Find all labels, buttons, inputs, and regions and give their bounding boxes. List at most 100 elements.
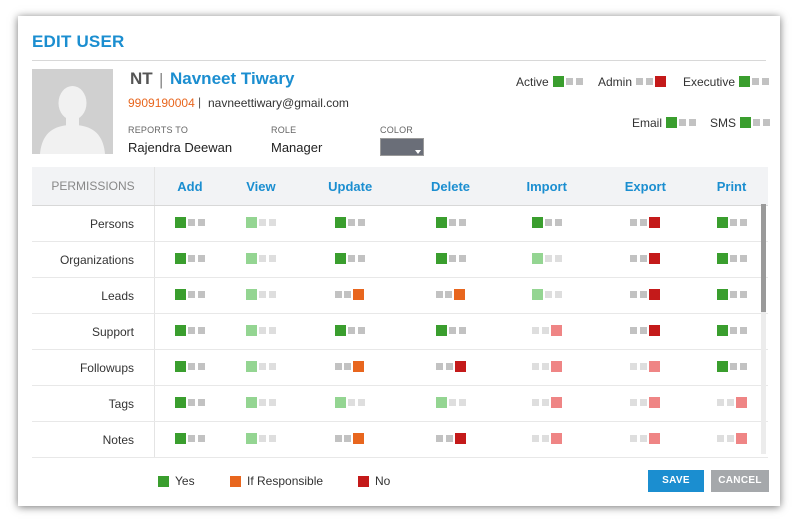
legend-no: No xyxy=(358,474,390,488)
permission-toggle-import[interactable] xyxy=(531,289,562,301)
permission-toggle-view[interactable] xyxy=(245,361,276,373)
permission-toggle-update[interactable] xyxy=(335,397,366,409)
permission-row-label: Leads xyxy=(32,277,155,314)
permission-toggle-update[interactable] xyxy=(335,289,365,301)
cancel-button[interactable]: CANCEL xyxy=(711,470,769,492)
permission-toggle-view[interactable] xyxy=(245,397,276,409)
permission-toggle-view[interactable] xyxy=(245,433,276,445)
legend-yes-swatch xyxy=(158,475,169,487)
permission-toggle-update[interactable] xyxy=(335,217,366,229)
permission-toggle-update[interactable] xyxy=(335,325,366,337)
edit-user-dialog: EDIT USER NT | Navneet Tiwary 9909190004… xyxy=(18,16,780,506)
permission-toggle-view[interactable] xyxy=(245,325,276,337)
permission-toggle-delete[interactable] xyxy=(435,397,466,409)
permission-row-label: Organizations xyxy=(32,241,155,278)
flag-active-label: Active xyxy=(516,75,549,89)
permission-cell xyxy=(154,277,225,314)
permission-cell xyxy=(497,277,596,314)
flag-executive: Executive xyxy=(683,75,770,89)
permission-toggle-delete[interactable] xyxy=(435,289,466,301)
permission-toggle-add[interactable] xyxy=(174,325,205,337)
column-header: Print xyxy=(695,167,768,206)
permission-toggle-import[interactable] xyxy=(531,253,562,265)
permission-toggle-print[interactable] xyxy=(716,433,747,445)
permission-toggle-import[interactable] xyxy=(531,397,562,409)
user-avatar[interactable] xyxy=(32,69,113,154)
permission-toggle-print[interactable] xyxy=(716,361,747,373)
permission-cell xyxy=(297,349,404,386)
permission-toggle-view[interactable] xyxy=(245,253,276,265)
reports-to-value[interactable]: Rajendra Deewan xyxy=(128,140,233,155)
table-scrollbar[interactable] xyxy=(761,204,766,454)
save-button[interactable]: SAVE xyxy=(648,470,704,492)
permission-toggle-view[interactable] xyxy=(245,217,276,229)
permission-toggle-update[interactable] xyxy=(335,433,365,445)
table-row: Notes xyxy=(32,421,768,458)
permission-toggle-import[interactable] xyxy=(531,433,562,445)
user-email[interactable]: navneettiwary@gmail.com xyxy=(208,96,349,110)
permission-toggle-export[interactable] xyxy=(630,325,661,337)
permission-cell xyxy=(297,241,404,278)
permission-toggle-view[interactable] xyxy=(245,289,276,301)
permission-toggle-export[interactable] xyxy=(630,289,661,301)
permission-row-label: Followups xyxy=(32,349,155,386)
permission-cell xyxy=(403,205,498,242)
permission-toggle-print[interactable] xyxy=(716,325,747,337)
permission-toggle-delete[interactable] xyxy=(435,253,466,265)
flag-email-label: Email xyxy=(632,116,663,130)
permission-toggle-delete[interactable] xyxy=(435,217,466,229)
executive-toggle[interactable] xyxy=(739,76,770,87)
permission-cell xyxy=(497,421,596,458)
permission-cell xyxy=(595,385,696,422)
permission-cell xyxy=(497,205,596,242)
permission-toggle-export[interactable] xyxy=(630,217,661,229)
permission-toggle-add[interactable] xyxy=(174,217,205,229)
sms-toggle[interactable] xyxy=(740,117,771,128)
column-header: Update xyxy=(297,167,404,206)
permission-cell xyxy=(154,313,225,350)
permission-toggle-add[interactable] xyxy=(174,397,205,409)
active-toggle[interactable] xyxy=(552,76,583,87)
permission-toggle-delete[interactable] xyxy=(435,433,466,445)
permission-toggle-print[interactable] xyxy=(716,397,747,409)
permission-toggle-update[interactable] xyxy=(335,253,366,265)
dialog-title: EDIT USER xyxy=(32,32,125,51)
permission-toggle-export[interactable] xyxy=(630,397,661,409)
legend-resp-swatch xyxy=(230,475,241,487)
scrollbar-thumb[interactable] xyxy=(761,204,766,312)
user-phone[interactable]: 9909190004 xyxy=(128,96,195,110)
permission-toggle-import[interactable] xyxy=(531,217,562,229)
table-row: Persons xyxy=(32,205,768,242)
permission-cell xyxy=(154,421,225,458)
admin-toggle[interactable] xyxy=(636,76,667,87)
permission-toggle-add[interactable] xyxy=(174,253,205,265)
user-full-name[interactable]: Navneet Tiwary xyxy=(170,69,295,88)
permission-toggle-print[interactable] xyxy=(716,217,747,229)
permission-cell xyxy=(403,421,498,458)
permission-toggle-delete[interactable] xyxy=(435,361,466,373)
permission-cell xyxy=(403,313,498,350)
permission-cell xyxy=(695,205,768,242)
color-picker[interactable] xyxy=(380,138,424,156)
permission-toggle-add[interactable] xyxy=(174,361,205,373)
table-row: Leads xyxy=(32,277,768,314)
flag-sms: SMS xyxy=(710,116,771,130)
permission-toggle-add[interactable] xyxy=(174,433,205,445)
permission-toggle-delete[interactable] xyxy=(435,325,466,337)
permission-toggle-export[interactable] xyxy=(630,433,661,445)
permission-cell xyxy=(154,241,225,278)
permission-cell xyxy=(297,421,404,458)
permission-toggle-update[interactable] xyxy=(335,361,365,373)
permission-toggle-print[interactable] xyxy=(716,253,747,265)
role-value[interactable]: Manager xyxy=(271,140,323,155)
permission-toggle-print[interactable] xyxy=(716,289,747,301)
permission-toggle-add[interactable] xyxy=(174,289,205,301)
permission-toggle-export[interactable] xyxy=(630,253,661,265)
permission-cell xyxy=(695,241,768,278)
permission-toggle-import[interactable] xyxy=(531,361,562,373)
permission-toggle-import[interactable] xyxy=(531,325,562,337)
permission-cell xyxy=(224,313,298,350)
permission-cell xyxy=(595,313,696,350)
permission-toggle-export[interactable] xyxy=(630,361,661,373)
email-toggle[interactable] xyxy=(666,117,697,128)
